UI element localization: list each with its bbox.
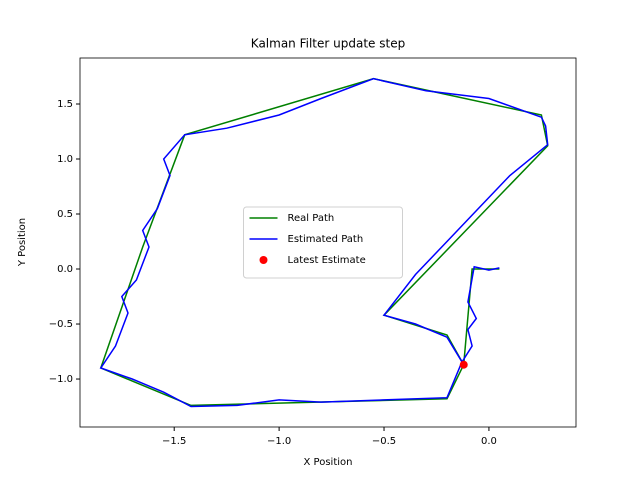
y-tick-label: 1.5 [57,99,73,110]
legend-swatch [259,256,268,264]
legend-label: Latest Estimate [288,255,366,266]
point [459,360,468,369]
x-axis-label: X Position [304,457,353,468]
x-tick-label: 0.0 [481,436,497,447]
x-tick-label: −1.5 [162,436,186,447]
chart-title: Kalman Filter update step [251,37,405,51]
y-tick-label: 1.0 [57,154,73,165]
line [99,77,549,408]
legend-label: Estimated Path [288,234,364,245]
y-tick-label: −1.0 [49,374,73,385]
legend-label: Real Path [288,213,335,224]
y-tick-label: 0.5 [57,209,73,220]
y-tick-label: 0.0 [57,264,73,275]
x-tick-label: −1.0 [267,436,291,447]
x-tick-label: −0.5 [372,436,396,447]
y-tick-label: −0.5 [49,319,73,330]
legend-box [243,206,403,279]
plot-frame [79,57,577,428]
y-axis-label: Y Position [17,218,28,267]
